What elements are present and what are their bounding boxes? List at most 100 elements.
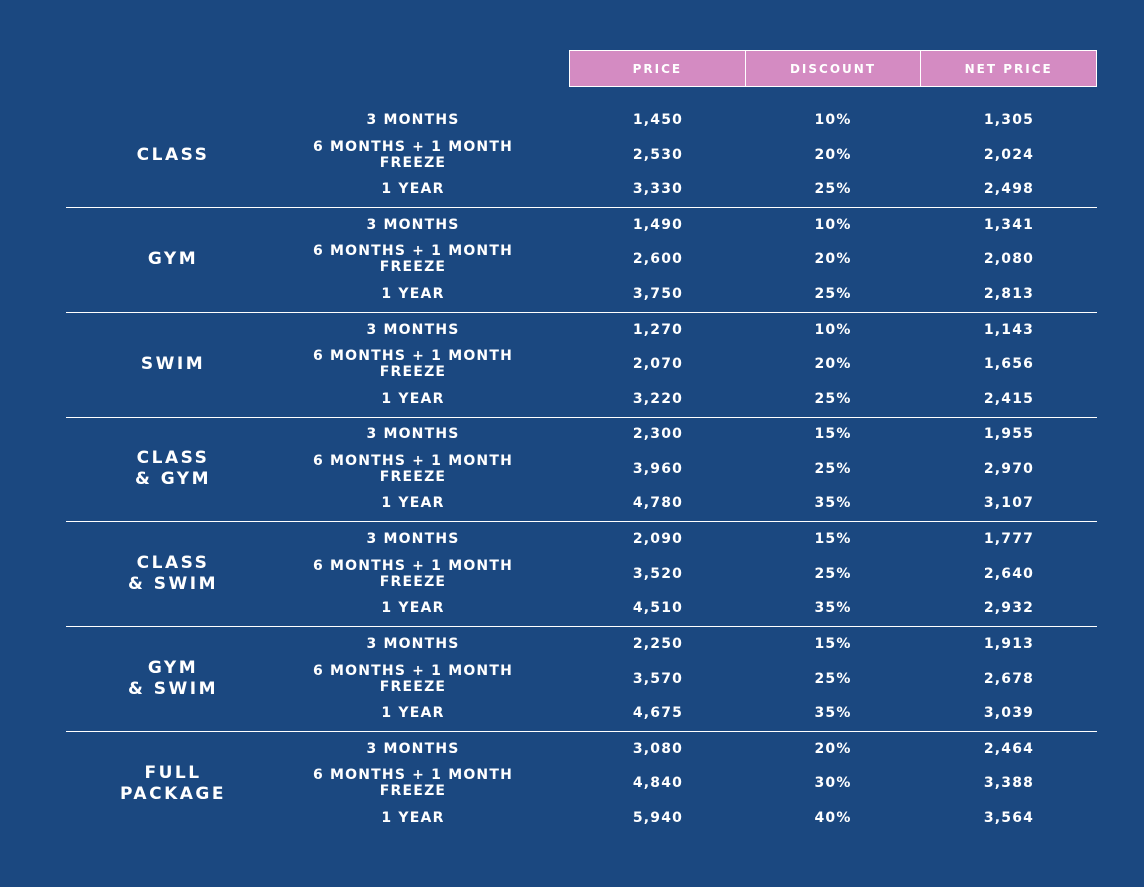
net-price-value: 1,305 bbox=[983, 112, 1035, 128]
net-price-value: 3,107 bbox=[983, 495, 1035, 512]
table-row: 3 MONTHS 2,250 15% 1,913 bbox=[66, 627, 1097, 661]
discount-value: 15% bbox=[814, 531, 852, 548]
price-value: 2,070 bbox=[632, 356, 684, 373]
membership-section: CLASS & GYM 3 MONTHS 2,300 15% 1,955 6 MONTHS… bbox=[66, 417, 1097, 523]
discount-value: 20% bbox=[814, 251, 852, 268]
price-value: 3,080 bbox=[632, 740, 684, 757]
net-price-value: 2,970 bbox=[983, 460, 1035, 477]
table-header: PRICE DISCOUNT NET PRICE bbox=[569, 50, 1098, 87]
net-price-value: 1,143 bbox=[983, 321, 1035, 338]
table-row: 3 MONTHS 1,490 10% 1,341 bbox=[66, 208, 1097, 242]
price-value: 2,300 bbox=[632, 426, 684, 443]
price-value: 2,530 bbox=[632, 146, 684, 163]
net-price-value: 2,080 bbox=[983, 251, 1035, 268]
price-value: 2,090 bbox=[632, 531, 684, 548]
membership-name: CLASS bbox=[136, 144, 210, 165]
membership-section: SWIM 3 MONTHS 1,270 10% 1,143 6 MONTHS + 1 MO… bbox=[66, 313, 1097, 418]
table-row: 6 MONTHS + 1 MONTH FREEZE 3,960 25% 2,970 bbox=[66, 452, 1097, 486]
plan-name: 6 MONTHS + 1 MONTH FREEZE bbox=[312, 557, 514, 590]
net-price-value: 3,564 bbox=[983, 809, 1035, 826]
table-row: 1 YEAR 3,330 25% 2,498 bbox=[66, 172, 1097, 206]
discount-value: 25% bbox=[814, 670, 852, 687]
price-value: 3,330 bbox=[632, 181, 684, 197]
price-value: 3,520 bbox=[632, 565, 684, 582]
net-price-value: 1,656 bbox=[983, 356, 1035, 373]
table-row: 3 MONTHS 2,300 15% 1,955 bbox=[66, 417, 1097, 451]
table-row: 1 YEAR 4,675 35% 3,039 bbox=[66, 696, 1097, 730]
price-value: 4,780 bbox=[632, 495, 684, 512]
plan-name: 3 MONTHS bbox=[366, 321, 460, 338]
net-price-value: 1,913 bbox=[983, 636, 1035, 652]
price-value: 3,750 bbox=[632, 285, 684, 302]
table-row: 1 YEAR 4,780 35% 3,107 bbox=[66, 486, 1097, 520]
table-row: 3 MONTHS 1,450 10% 1,305 bbox=[66, 103, 1097, 137]
table-row: 6 MONTHS + 1 MONTH FREEZE 2,070 20% 1,656 bbox=[66, 347, 1097, 381]
plan-name: 6 MONTHS + 1 MONTH FREEZE bbox=[312, 138, 514, 171]
table-row: 3 MONTHS 3,080 20% 2,464 bbox=[66, 732, 1097, 766]
discount-value: 25% bbox=[814, 565, 852, 582]
net-price-value: 2,024 bbox=[983, 146, 1035, 163]
membership-section: GYM & SWIM 3 MONTHS 2,250 15% 1,913 6 MONTHS … bbox=[66, 627, 1097, 732]
membership-section: CLASS 3 MONTHS 1,450 10% 1,305 6 MONTHS + 1 M… bbox=[66, 103, 1097, 208]
plan-name: 1 YEAR bbox=[381, 600, 445, 617]
discount-value: 30% bbox=[814, 775, 852, 792]
net-price-value: 2,640 bbox=[983, 565, 1035, 582]
price-value: 4,675 bbox=[632, 705, 684, 721]
net-price-value: 2,678 bbox=[983, 670, 1035, 687]
discount-value: 25% bbox=[814, 460, 852, 477]
net-price-value: 2,498 bbox=[983, 181, 1035, 197]
plan-name: 6 MONTHS + 1 MONTH FREEZE bbox=[312, 452, 514, 485]
price-value: 1,450 bbox=[632, 112, 684, 128]
table-row: 6 MONTHS + 1 MONTH FREEZE 2,530 20% 2,024 bbox=[66, 138, 1097, 172]
plan-name: 1 YEAR bbox=[381, 705, 445, 721]
membership-name: GYM bbox=[147, 249, 199, 270]
table-row: 6 MONTHS + 1 MONTH FREEZE 4,840 30% 3,388 bbox=[66, 766, 1097, 800]
net-price-value: 2,415 bbox=[983, 390, 1035, 407]
discount-value: 20% bbox=[814, 740, 852, 757]
membership-name: SWIM bbox=[140, 354, 206, 375]
header-discount: DISCOUNT bbox=[744, 50, 922, 87]
net-price-value: 1,955 bbox=[983, 426, 1035, 443]
net-price-value: 3,388 bbox=[983, 775, 1035, 792]
discount-value: 35% bbox=[814, 705, 852, 721]
plan-name: 3 MONTHS bbox=[366, 216, 460, 233]
plan-name: 1 YEAR bbox=[381, 285, 445, 302]
discount-value: 20% bbox=[814, 146, 852, 163]
table-row: 6 MONTHS + 1 MONTH FREEZE 3,570 25% 2,678 bbox=[66, 662, 1097, 696]
discount-value: 25% bbox=[814, 181, 852, 197]
plan-name: 1 YEAR bbox=[381, 390, 445, 407]
membership-name: CLASS & SWIM bbox=[128, 553, 218, 595]
table-row: 3 MONTHS 2,090 15% 1,777 bbox=[66, 522, 1097, 556]
discount-value: 20% bbox=[814, 356, 852, 373]
table-row: 3 MONTHS 1,270 10% 1,143 bbox=[66, 313, 1097, 347]
plan-name: 6 MONTHS + 1 MONTH FREEZE bbox=[312, 767, 514, 800]
plan-name: 3 MONTHS bbox=[366, 112, 460, 128]
net-price-value: 2,932 bbox=[983, 600, 1035, 617]
price-value: 3,220 bbox=[632, 390, 684, 407]
membership-name: GYM & SWIM bbox=[128, 658, 218, 699]
membership-name: CLASS & GYM bbox=[134, 448, 212, 490]
membership-name: FULL PACKAGE bbox=[120, 762, 226, 804]
plan-name: 6 MONTHS + 1 MONTH FREEZE bbox=[312, 243, 514, 276]
table-row: 6 MONTHS + 1 MONTH FREEZE 2,600 20% 2,080 bbox=[66, 242, 1097, 276]
net-price-value: 2,464 bbox=[983, 740, 1035, 757]
net-price-value: 2,813 bbox=[983, 285, 1035, 302]
table-row: 6 MONTHS + 1 MONTH FREEZE 3,520 25% 2,640 bbox=[66, 557, 1097, 591]
discount-value: 10% bbox=[814, 112, 852, 128]
plan-name: 3 MONTHS bbox=[366, 636, 460, 652]
membership-section: FULL PACKAGE 3 MONTHS 3,080 20% 2,464 6 MONTH… bbox=[66, 732, 1097, 836]
plan-name: 1 YEAR bbox=[381, 809, 445, 826]
price-value: 5,940 bbox=[632, 809, 684, 826]
plan-name: 3 MONTHS bbox=[366, 531, 460, 548]
discount-value: 15% bbox=[814, 426, 852, 443]
plan-name: 6 MONTHS + 1 MONTH FREEZE bbox=[312, 348, 514, 381]
plan-name: 3 MONTHS bbox=[366, 426, 460, 443]
discount-value: 35% bbox=[814, 495, 852, 512]
header-price: PRICE bbox=[569, 50, 746, 87]
net-price-value: 3,039 bbox=[983, 705, 1035, 721]
discount-value: 35% bbox=[814, 600, 852, 617]
discount-value: 25% bbox=[814, 390, 852, 407]
price-value: 4,510 bbox=[632, 600, 684, 617]
discount-value: 40% bbox=[814, 809, 852, 826]
price-value: 2,250 bbox=[632, 636, 684, 652]
